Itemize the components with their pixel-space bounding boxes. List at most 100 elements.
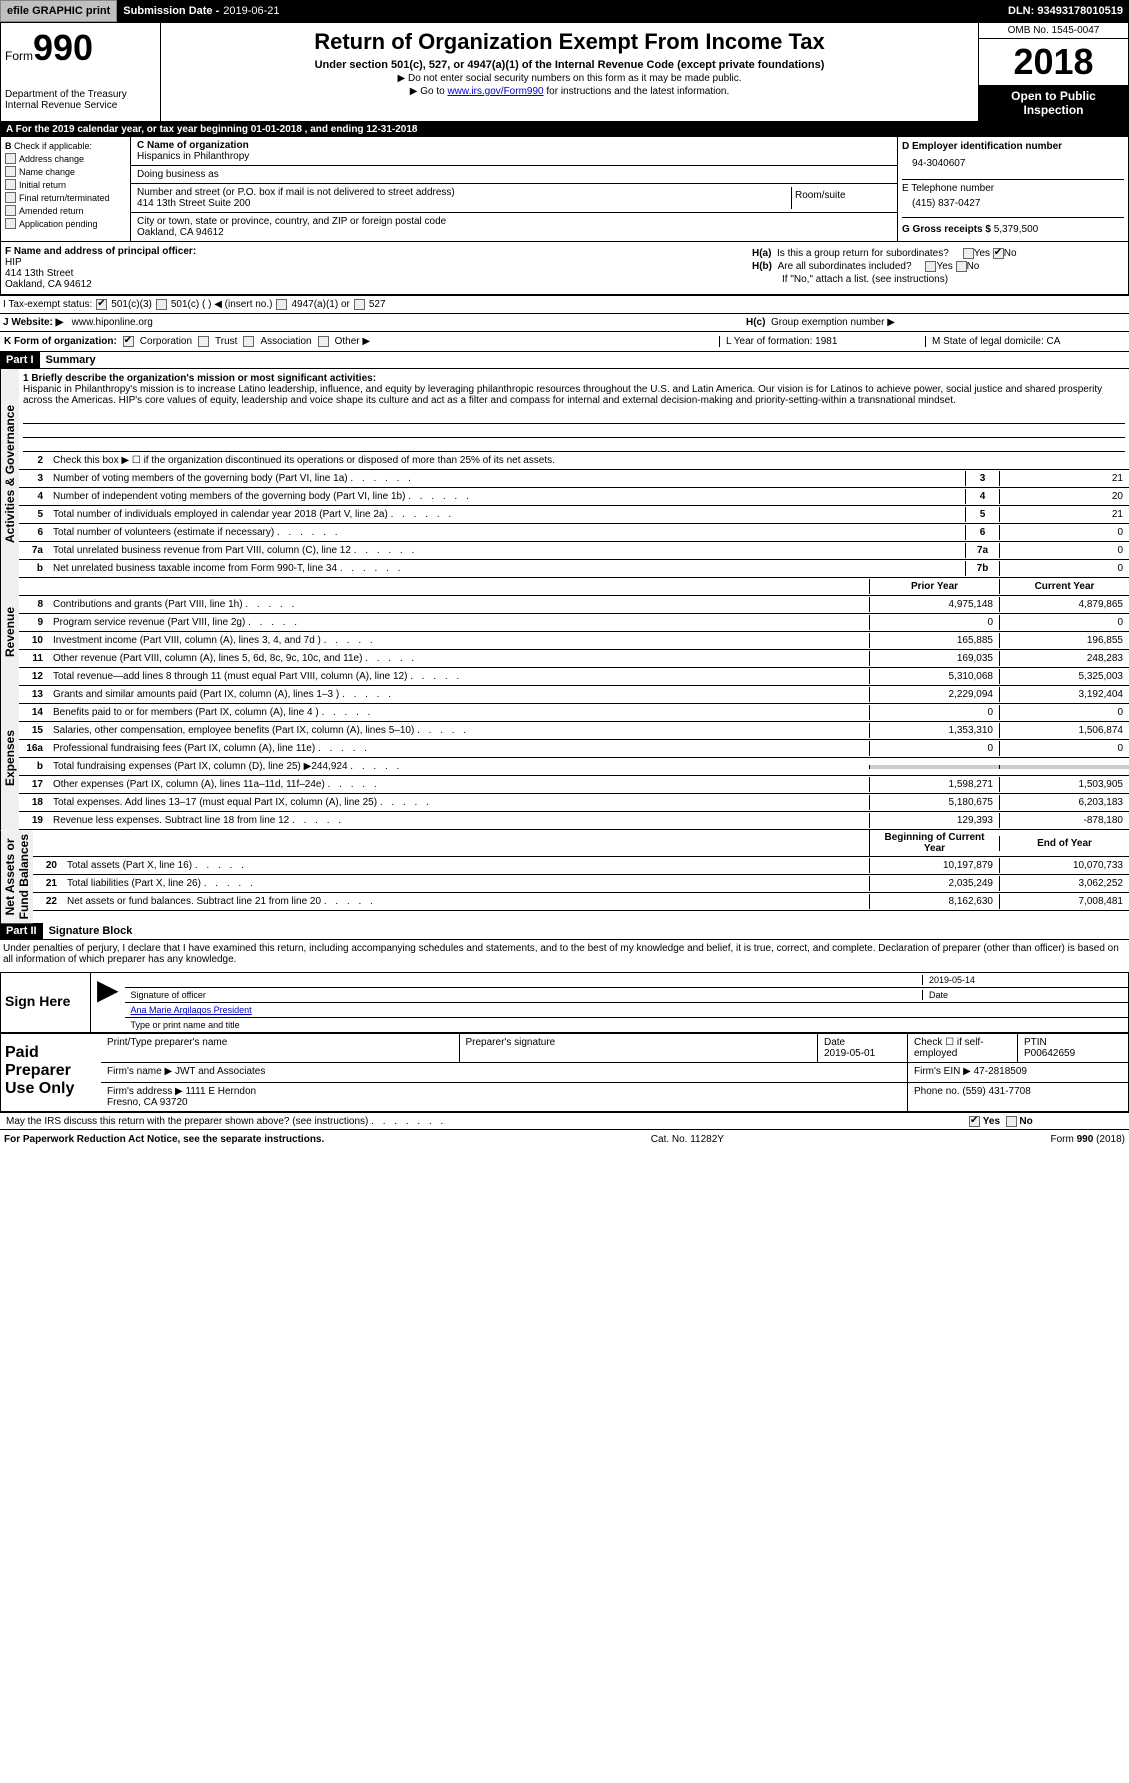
chk-corporation[interactable] (123, 336, 134, 347)
note2-post: for instructions and the latest informat… (544, 86, 730, 97)
chk-527[interactable] (354, 299, 365, 310)
yes-label: Yes (936, 261, 952, 272)
table-row: 6Total number of volunteers (estimate if… (19, 524, 1129, 542)
begin-year-header: Beginning of Current Year (869, 830, 999, 856)
table-row: 18Total expenses. Add lines 13–17 (must … (19, 794, 1129, 812)
header-mid: Return of Organization Exempt From Incom… (161, 23, 978, 121)
ha-text: Is this a group return for subordinates? (777, 248, 949, 259)
line1: 1 Briefly describe the organization's mi… (19, 369, 1129, 410)
table-row: 7aTotal unrelated business revenue from … (19, 542, 1129, 560)
dln-block: DLN: 93493178010519 (1002, 0, 1129, 22)
domicile-state: CA (1047, 336, 1061, 347)
table-row: 4Number of independent voting members of… (19, 488, 1129, 506)
domicile-label: M State of legal domicile: (932, 336, 1044, 347)
chk-label: Application pending (19, 219, 98, 229)
self-employed-chk[interactable]: Check ☐ if self-employed (908, 1034, 1018, 1062)
submission-info: Submission Date - 2019-06-21 (117, 0, 1002, 22)
blank-line (23, 410, 1125, 424)
preparer-block: Paid Preparer Use Only Print/Type prepar… (0, 1033, 1129, 1112)
end-year-header: End of Year (999, 836, 1129, 851)
submission-date: 2019-06-21 (223, 5, 279, 17)
dba-label: Doing business as (137, 169, 891, 180)
section-c-d: C Name of organization Hispanics in Phil… (131, 137, 1128, 241)
org-name: Hispanics in Philanthropy (137, 151, 891, 162)
firm-name-label: Firm's name ▶ (107, 1066, 172, 1077)
irs-link[interactable]: www.irs.gov/Form990 (447, 86, 543, 97)
city-value: Oakland, CA 94612 (137, 227, 891, 238)
vert-revenue: Revenue (0, 578, 19, 686)
table-row: 9Program service revenue (Part VIII, lin… (19, 614, 1129, 632)
section-h: H(a) Is this a group return for subordin… (748, 242, 1128, 294)
no-label: No (1004, 248, 1017, 259)
hb-yes-chk[interactable] (925, 261, 936, 272)
expenses-section: Expenses 13Grants and similar amounts pa… (0, 686, 1129, 830)
opt-other: Other ▶ (335, 336, 370, 347)
blank-line (23, 438, 1125, 452)
sign-arrow-icon: ▶ (91, 973, 125, 1032)
header-right: OMB No. 1545-0047 2018 Open to Public In… (978, 23, 1128, 121)
revenue-section: Revenue Prior Year Current Year 8Contrib… (0, 578, 1129, 686)
chk-other[interactable] (318, 336, 329, 347)
ptin-value: P00642659 (1024, 1048, 1075, 1059)
table-row: 22Net assets or fund balances. Subtract … (33, 893, 1129, 911)
chk-address-change[interactable]: Address change (5, 153, 126, 164)
sign-here-label: Sign Here (1, 973, 91, 1032)
org-form-row: K Form of organization: Corporation Trus… (0, 332, 1129, 352)
date-label: Date (922, 990, 1122, 1000)
chk-4947[interactable] (276, 299, 287, 310)
chk-final-return[interactable]: Final return/terminated (5, 192, 126, 203)
org-form-label: K Form of organization: (4, 336, 117, 347)
street-label: Number and street (or P.O. box if mail i… (137, 187, 791, 198)
vert-expenses: Expenses (0, 686, 19, 830)
ha-no-chk[interactable] (993, 248, 1004, 259)
prep-date-label: Date (824, 1037, 845, 1048)
dept-treasury: Department of the Treasury Internal Reve… (5, 89, 156, 111)
dba-row: Doing business as (131, 166, 897, 184)
chk-trust[interactable] (198, 336, 209, 347)
net-header: Beginning of Current Year End of Year (33, 830, 1129, 857)
signature-block: Sign Here ▶ 2019-05-14 Signature of offi… (0, 972, 1129, 1033)
chk-initial-return[interactable]: Initial return (5, 179, 126, 190)
chk-501c3[interactable] (96, 299, 107, 310)
part2-title: Signature Block (43, 923, 139, 939)
header-left: Form990 Department of the Treasury Inter… (1, 23, 161, 121)
section-d: D Employer identification number 94-3040… (898, 137, 1128, 241)
discuss-yes-chk[interactable] (969, 1116, 980, 1127)
hc-text: Group exemption number ▶ (771, 317, 895, 328)
tax-year: 2018 (979, 39, 1128, 85)
opt-assoc: Association (260, 336, 311, 347)
chk-application-pending[interactable]: Application pending (5, 218, 126, 229)
opt-trust: Trust (215, 336, 237, 347)
blank-line (23, 424, 1125, 438)
print-name-label: Print/Type preparer's name (101, 1034, 460, 1062)
ein-value: 94-3040607 (912, 158, 1124, 169)
chk-association[interactable] (243, 336, 254, 347)
chk-501c[interactable] (156, 299, 167, 310)
chk-name-change[interactable]: Name change (5, 166, 126, 177)
org-name-row: C Name of organization Hispanics in Phil… (131, 137, 897, 166)
footer-left: For Paperwork Reduction Act Notice, see … (4, 1134, 324, 1145)
footer-right: Form 990 (2018) (1051, 1134, 1125, 1145)
discuss-text: May the IRS discuss this return with the… (6, 1116, 368, 1127)
dln-label: DLN: (1008, 5, 1034, 17)
chk-amended-return[interactable]: Amended return (5, 205, 126, 216)
prep-sig-label: Preparer's signature (460, 1034, 819, 1062)
part2-header: Part II (0, 923, 43, 939)
opt-527: 527 (369, 299, 386, 310)
table-row: 10Investment income (Part VIII, column (… (19, 632, 1129, 650)
officer-h-block: F Name and address of principal officer:… (0, 242, 1129, 295)
hb-no-chk[interactable] (956, 261, 967, 272)
section-b-label: B (5, 141, 12, 151)
table-row: 17Other expenses (Part IX, column (A), l… (19, 776, 1129, 794)
ha-yes-chk[interactable] (963, 248, 974, 259)
current-year-header: Current Year (999, 579, 1129, 594)
sig-officer-label: Signature of officer (131, 990, 922, 1000)
discuss-no-chk[interactable] (1006, 1116, 1017, 1127)
efile-print-button[interactable]: efile GRAPHIC print (0, 0, 117, 22)
officer-name-link[interactable]: Ana Marie Argilagos President (131, 1005, 252, 1015)
chk-label: Initial return (19, 180, 66, 190)
city-label: City or town, state or province, country… (137, 216, 891, 227)
net-assets-section: Net Assets or Fund Balances Beginning of… (0, 830, 1129, 923)
omb-number: OMB No. 1545-0047 (979, 23, 1128, 39)
table-row: 5Total number of individuals employed in… (19, 506, 1129, 524)
